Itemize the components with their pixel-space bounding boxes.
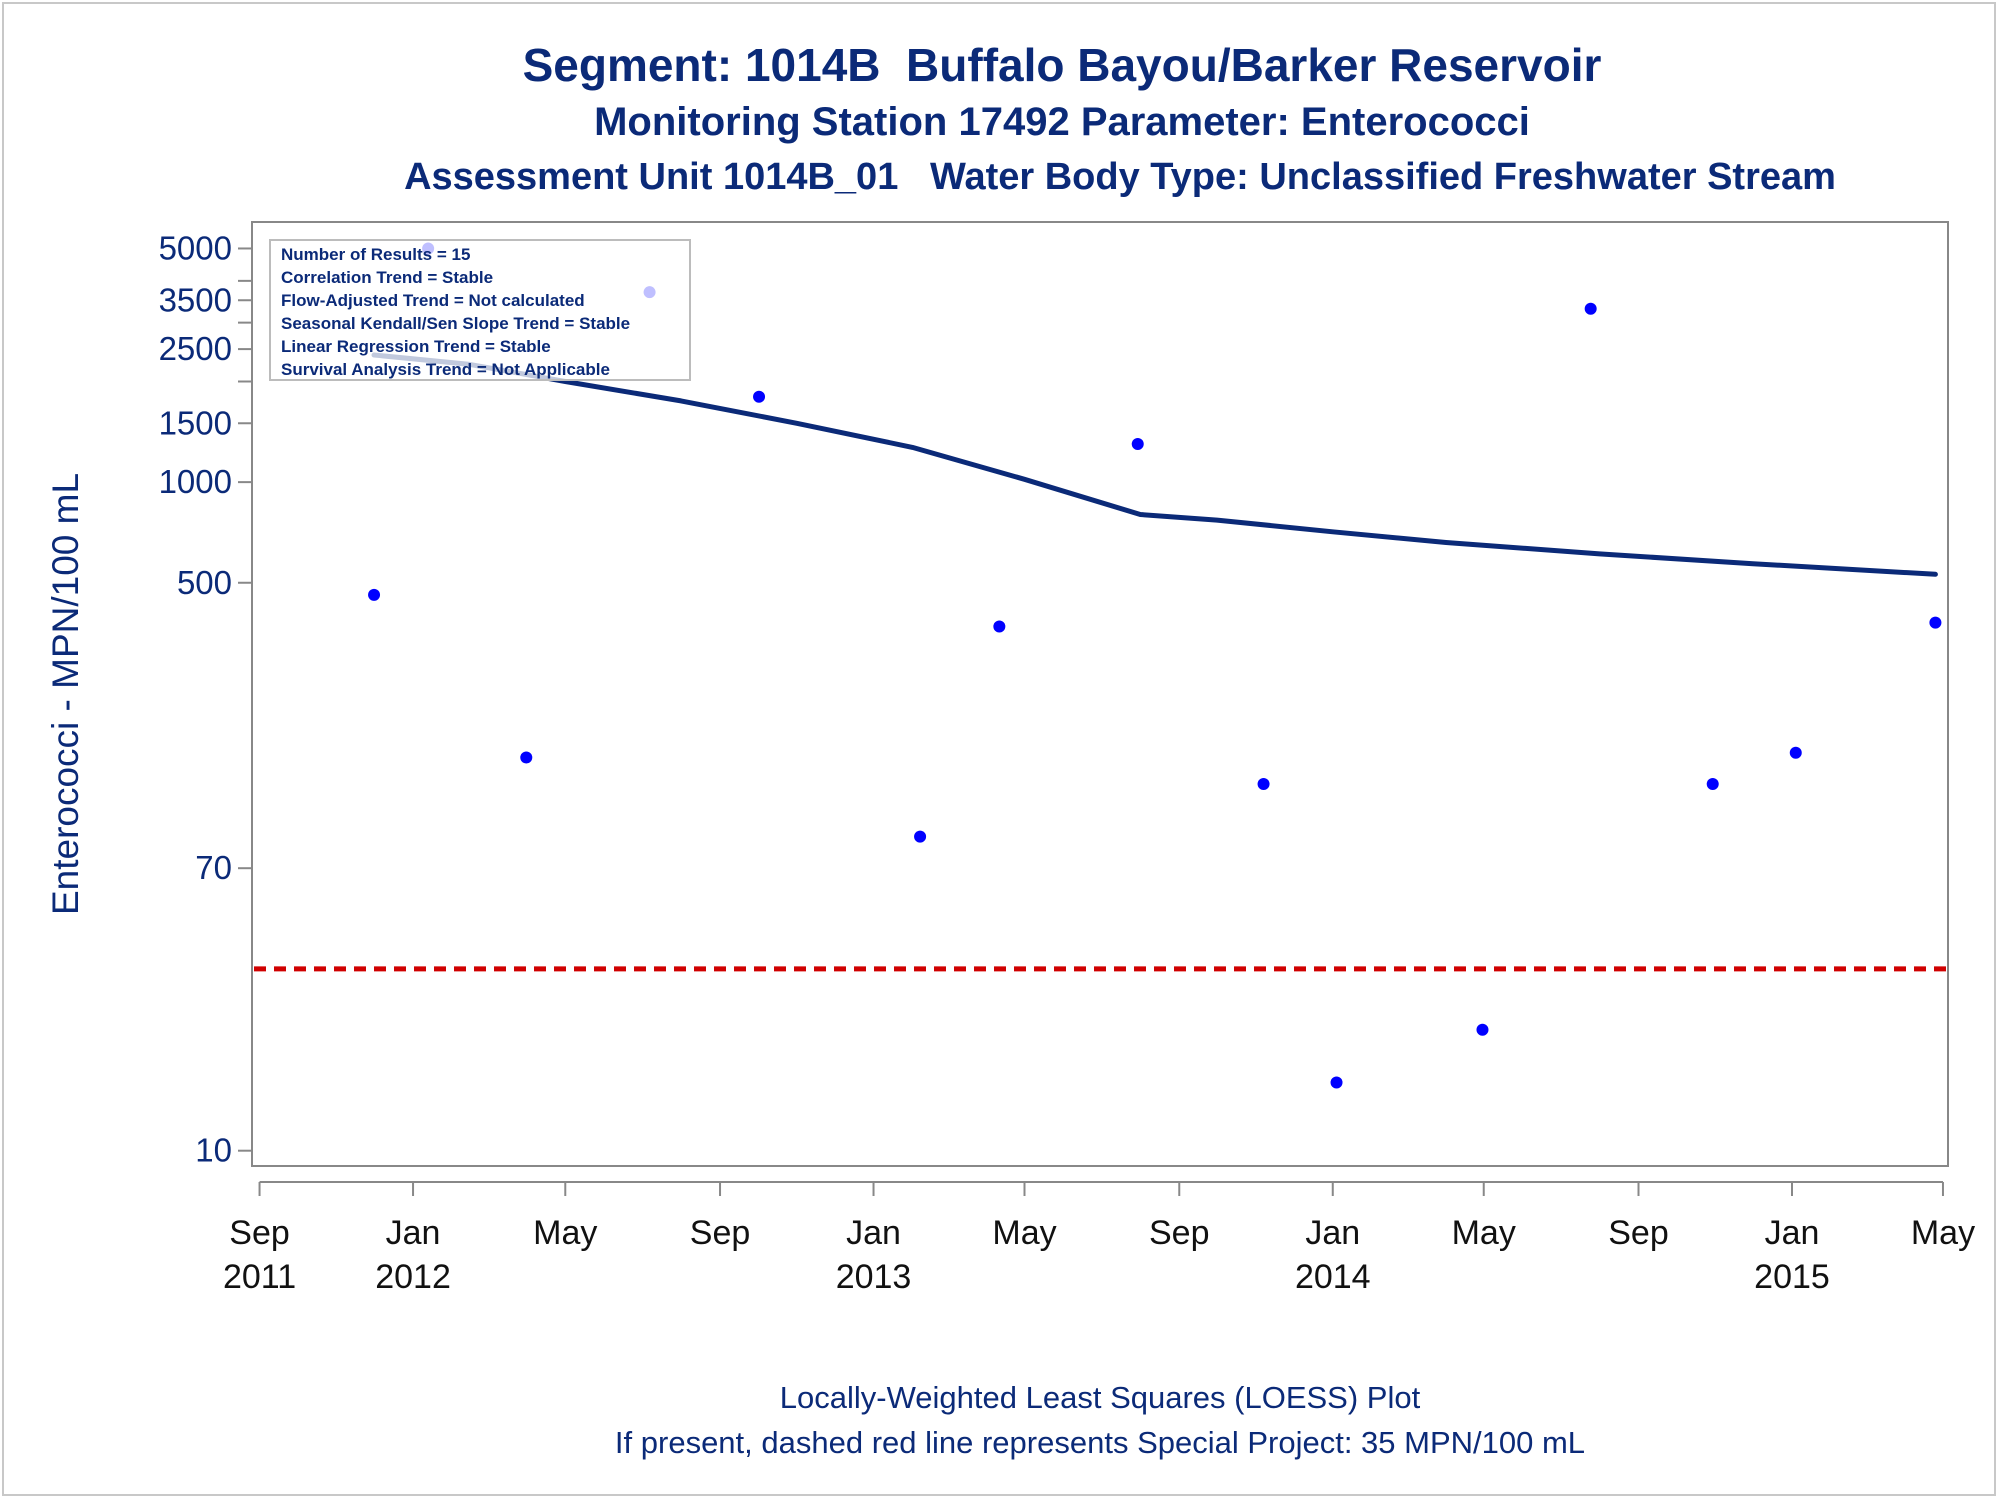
- data-point: [914, 830, 927, 843]
- x-tick-label-year: 2013: [836, 1258, 912, 1296]
- trend-legend: Number of Results = 15 Correlation Trend …: [269, 239, 691, 381]
- chart-subtitle: Monitoring Station 17492 Parameter: Ente…: [594, 100, 1530, 144]
- y-tick-label: 2500: [159, 330, 232, 367]
- trend-legend-line: Correlation Trend = Stable: [281, 268, 493, 287]
- trend-legend-line: Linear Regression Trend = Stable: [281, 337, 551, 356]
- data-point: [1789, 746, 1802, 759]
- trend-legend-line: Seasonal Kendall/Sen Slope Trend = Stabl…: [281, 314, 630, 333]
- y-tick-label: 1500: [159, 404, 232, 441]
- x-tick-label-year: 2012: [375, 1258, 451, 1296]
- footnote-reference: If present, dashed red line represents S…: [614, 1425, 1586, 1460]
- x-tick-label-month: May: [1452, 1214, 1516, 1252]
- y-tick-label: 1000: [159, 463, 232, 500]
- y-tick-label: 10: [195, 1132, 232, 1169]
- x-tick-label-month: May: [992, 1214, 1056, 1252]
- loess-line: [371, 352, 1938, 577]
- x-tick-label-month: May: [1911, 1214, 1975, 1252]
- trend-legend-line: Flow-Adjusted Trend = Not calculated: [281, 291, 585, 310]
- x-tick-label-month: Sep: [229, 1214, 290, 1252]
- x-tick-label-month: Sep: [690, 1214, 751, 1252]
- x-tick-label-month: Jan: [846, 1214, 901, 1252]
- footnote-loess: Locally-Weighted Least Squares (LOESS) P…: [779, 1380, 1421, 1415]
- x-tick-label-year: 2015: [1754, 1258, 1830, 1296]
- data-point: [1476, 1023, 1489, 1036]
- x-tick-label-month: Sep: [1608, 1214, 1669, 1252]
- data-point: [1706, 778, 1719, 791]
- data-point: [368, 588, 381, 601]
- y-tick-label: 500: [177, 564, 232, 601]
- axes: 10 70 500 1000 1500 2500 3500 5000 Sep 2011 Jan 201…: [159, 221, 1975, 1296]
- plot-area-frame: [251, 221, 1949, 1167]
- chart-subtitle-2: Assessment Unit 1014B_01 Water Body Type…: [404, 156, 1836, 198]
- x-tick-label-month: Jan: [1305, 1214, 1360, 1252]
- x-tick-label-month: Jan: [386, 1214, 441, 1252]
- y-tick-label: 70: [195, 849, 232, 886]
- y-tick-label: 3500: [159, 281, 232, 318]
- x-tick-label-month: Sep: [1149, 1214, 1210, 1252]
- data-point: [1929, 616, 1942, 629]
- data-point: [1330, 1076, 1343, 1089]
- data-point: [520, 751, 533, 764]
- x-tick-label-month: May: [533, 1214, 597, 1252]
- x-tick-label-month: Jan: [1765, 1214, 1820, 1252]
- trend-legend-line: Survival Analysis Trend = Not Applicable: [281, 360, 610, 379]
- data-point: [1131, 438, 1144, 451]
- x-tick-label-year: 2014: [1295, 1258, 1371, 1296]
- data-point: [1257, 778, 1270, 791]
- trend-legend-line: Number of Results = 15: [281, 245, 470, 264]
- chart-title: Segment: 1014B Buffalo Bayou/Barker Rese…: [522, 39, 1602, 91]
- data-point: [1584, 302, 1597, 315]
- y-tick-label: 5000: [159, 229, 232, 266]
- loess-line-layer: [371, 352, 1938, 577]
- x-tick-label-year: 2011: [223, 1258, 296, 1296]
- y-axis-label: Enterococci - MPN/100 mL: [45, 473, 86, 915]
- data-point: [993, 620, 1006, 633]
- data-point: [753, 390, 766, 403]
- trend-legend-box: [269, 239, 691, 381]
